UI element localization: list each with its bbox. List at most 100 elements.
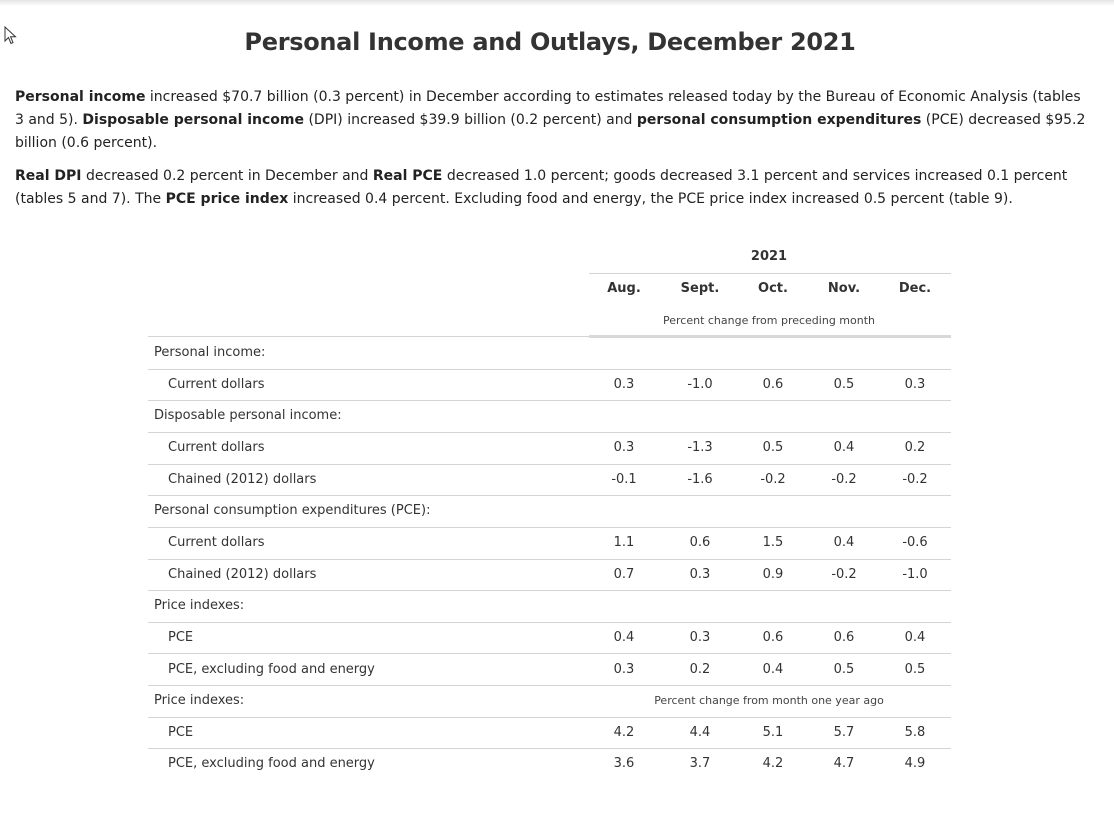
table-cell: 5.8	[904, 724, 926, 740]
table-cell: -0.2	[831, 471, 857, 487]
month-header: Dec.	[898, 281, 932, 296]
table-cell: 0.6	[689, 534, 711, 550]
table-cell: 3.6	[613, 756, 635, 772]
table-cell: -0.2	[902, 471, 928, 487]
row-divider	[148, 559, 951, 560]
table-cell: 0.3	[613, 439, 635, 455]
table-cell: 0.6	[762, 629, 784, 645]
row-label: Current dollars	[168, 376, 265, 392]
row-divider	[148, 495, 951, 496]
table-cell: 0.3	[613, 376, 635, 392]
mouse-pointer-icon	[4, 26, 17, 45]
table-cell: -1.0	[687, 376, 713, 392]
paragraph-text: (DPI) increased $39.9 billion (0.2 perce…	[304, 112, 637, 128]
row-label: Chained (2012) dollars	[168, 566, 317, 582]
paragraph-text: decreased 1.0 percent; goods decreased 3…	[15, 168, 1068, 207]
row-label: PCE, excluding food and energy	[168, 756, 375, 772]
row-label: PCE	[168, 629, 194, 645]
window-top-edge	[0, 0, 1114, 6]
table-cell: 4.9	[904, 756, 926, 772]
table-cell: -1.0	[902, 566, 928, 582]
row-divider	[148, 369, 951, 370]
row-divider	[148, 464, 951, 465]
table-cell: 4.2	[762, 756, 784, 772]
header-rule-right	[589, 335, 951, 338]
table-cell: 0.5	[833, 376, 855, 392]
table-cell: 0.9	[762, 566, 784, 582]
bold-term: personal consumption expenditures	[636, 112, 922, 128]
paragraph-text: decreased 0.2 percent in December and	[81, 168, 373, 184]
row-label: Current dollars	[168, 439, 265, 455]
paragraph-text: (PCE) decreased $95.2 billion (0.6 perce…	[15, 112, 1086, 151]
bold-term: PCE price index	[165, 191, 289, 207]
table-cell: 0.2	[904, 439, 926, 455]
summary-paragraph-income: Personal income increased $70.7 billion …	[15, 86, 1090, 155]
month-header: Nov.	[827, 281, 861, 296]
row-label: Disposable personal income:	[154, 408, 342, 424]
table-cell: 0.5	[762, 439, 784, 455]
paragraph-text: increased 0.4 percent. Excluding food an…	[288, 191, 1013, 207]
month-header: Oct.	[758, 281, 788, 296]
table-cell: -0.2	[760, 471, 786, 487]
percent-change-table: 2021 Aug. Sept. Oct. Nov. Dec. Percent chang…	[148, 0, 951, 829]
summary-paragraph-real: Real DPI decreased 0.2 percent in Decemb…	[15, 165, 1090, 211]
row-label: PCE	[168, 724, 194, 740]
table-cell: 0.2	[689, 661, 711, 677]
table-cell: 5.1	[762, 724, 784, 740]
table-cell: -1.3	[687, 439, 713, 455]
table-cell: 4.2	[613, 724, 635, 740]
subheader-year-ago: Percent change from month one year ago	[654, 694, 884, 708]
table-cell: 0.4	[762, 661, 784, 677]
row-label: Personal income:	[154, 345, 266, 360]
table-cell: -0.6	[902, 534, 928, 550]
bold-term: Real PCE	[372, 168, 443, 184]
table-cell: 0.3	[689, 629, 711, 645]
bold-term: Disposable personal income	[82, 112, 305, 128]
row-label: Personal consumption expenditures (PCE):	[154, 503, 431, 519]
table-cell: 0.6	[762, 376, 784, 392]
table-cell: 0.3	[689, 566, 711, 582]
year-header: 2021	[750, 249, 788, 264]
table-cell: 4.4	[689, 724, 711, 740]
table-cell: 0.3	[613, 661, 635, 677]
row-divider	[148, 622, 951, 623]
row-label: Price indexes:	[154, 598, 245, 614]
row-divider	[148, 432, 951, 433]
row-divider	[148, 400, 951, 401]
table-cell: 1.5	[762, 534, 784, 550]
table-cell: 0.4	[904, 629, 926, 645]
bold-term: Real DPI	[15, 168, 82, 184]
table-cell: 0.4	[833, 534, 855, 550]
table-cell: -0.1	[611, 471, 637, 487]
row-divider	[148, 717, 951, 718]
month-header: Aug.	[607, 281, 641, 296]
table-cell: 5.7	[833, 724, 855, 740]
header-rule-left	[148, 336, 951, 337]
table-cell: 4.7	[833, 756, 855, 772]
table-cell: 0.6	[833, 629, 855, 645]
year-underline	[589, 273, 951, 274]
row-divider	[148, 748, 951, 749]
bold-term: Personal income	[15, 89, 146, 105]
row-label: Price indexes:	[154, 693, 245, 709]
table-cell: 0.5	[904, 661, 926, 677]
page-title: Personal Income and Outlays, December 20…	[244, 28, 856, 56]
row-divider	[148, 653, 951, 654]
table-cell: 0.3	[904, 376, 926, 392]
table-cell: 0.4	[833, 439, 855, 455]
table-cell: 0.4	[613, 629, 635, 645]
table-cell: 0.7	[613, 566, 635, 582]
row-divider	[148, 527, 951, 528]
row-label: Chained (2012) dollars	[168, 471, 317, 487]
row-divider	[148, 590, 951, 591]
table-cell: 1.1	[613, 534, 635, 550]
month-header: Sept.	[680, 281, 720, 296]
paragraph-text: increased $70.7 billion (0.3 percent) in…	[15, 89, 1081, 128]
table-cell: 3.7	[689, 756, 711, 772]
table-cell: 0.5	[833, 661, 855, 677]
row-label: Current dollars	[168, 534, 265, 550]
table-cell: -1.6	[687, 471, 713, 487]
row-label: PCE, excluding food and energy	[168, 661, 375, 677]
subheader-preceding-month: Percent change from preceding month	[663, 314, 875, 327]
table-cell: -0.2	[831, 566, 857, 582]
